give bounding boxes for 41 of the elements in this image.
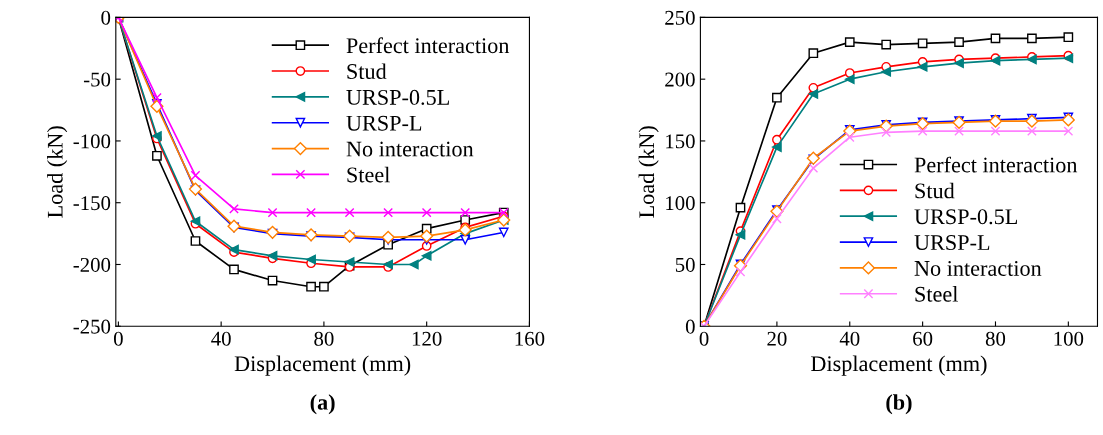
x-tick-label: 20 <box>767 331 787 346</box>
x-tick-label: 120 <box>412 331 442 346</box>
y-tick-label: 0 <box>685 319 695 334</box>
x-tick-label: 40 <box>839 331 860 346</box>
y-tick-label: 250 <box>665 10 695 25</box>
legend-label: URSP-0.5L <box>346 89 449 105</box>
y-tick-label: 200 <box>665 72 695 87</box>
y-tick-label: 0 <box>101 10 111 25</box>
legend-label: Steel <box>347 166 390 183</box>
y-tick-label: 150 <box>666 134 695 149</box>
x-axis-title: Displacement (mm) <box>811 355 987 376</box>
y-axis-title: Load (kN) <box>638 126 659 218</box>
legend-label: URSP-0.5L <box>914 209 1017 225</box>
legend-label: URSP-L <box>346 115 422 131</box>
x-tick-label: 160 <box>515 331 545 346</box>
text: (a) <box>310 394 335 415</box>
x-tick-label: 0 <box>699 331 709 346</box>
legend-label: Perfect interaction <box>346 37 510 54</box>
legend-label: No interaction <box>914 260 1042 276</box>
x-tick-label: 80 <box>985 331 1006 346</box>
legend-label: URSP-L <box>914 235 990 251</box>
legend-label: Steel <box>915 286 958 302</box>
y-tick-label: -200 <box>73 257 111 272</box>
legend-label: Perfect interaction <box>914 156 1078 173</box>
y-tick-label: -150 <box>73 196 111 211</box>
y-tick-label: -250 <box>73 319 111 334</box>
legend-label: Stud <box>915 182 955 199</box>
y-tick-label: -100 <box>73 134 111 149</box>
x-tick-label: 100 <box>1054 331 1084 346</box>
x-tick-label: 0 <box>113 331 123 346</box>
y-axis-title: Load (kN) <box>47 126 68 218</box>
legend-label: Stud <box>347 63 387 80</box>
text: (b) <box>886 394 912 415</box>
y-tick-label: -50 <box>83 72 111 87</box>
y-tick-label: 50 <box>675 257 695 272</box>
x-axis-title: Displacement (mm) <box>234 355 411 376</box>
legend-label: No interaction <box>346 141 474 157</box>
x-tick-label: 80 <box>314 331 334 346</box>
x-tick-label: 60 <box>913 331 933 346</box>
x-tick-label: 40 <box>211 331 231 346</box>
y-tick-label: 100 <box>666 196 695 211</box>
